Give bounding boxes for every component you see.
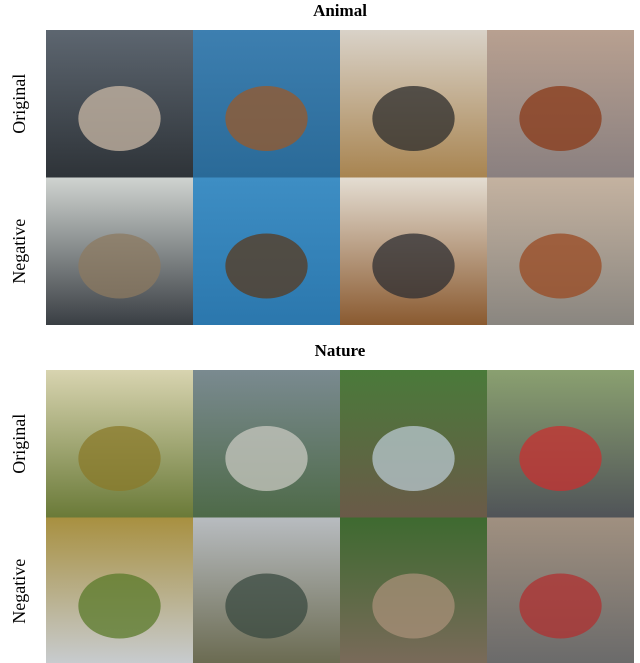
image-cell bbox=[340, 30, 487, 178]
image-cell bbox=[487, 30, 634, 178]
image-subject bbox=[225, 573, 308, 639]
image-subject bbox=[372, 426, 455, 491]
image-cell bbox=[340, 370, 487, 518]
image-subject bbox=[225, 426, 308, 491]
row-label: Original bbox=[9, 74, 29, 134]
image-cell bbox=[340, 517, 487, 663]
image-cell bbox=[487, 370, 634, 518]
image-cell bbox=[193, 30, 340, 178]
section-title: Nature bbox=[315, 341, 366, 360]
image-subject bbox=[78, 573, 161, 639]
image-subject bbox=[372, 233, 455, 299]
row-label: Original bbox=[9, 414, 29, 474]
image-subject bbox=[78, 86, 161, 151]
section-title: Animal bbox=[313, 1, 367, 20]
image-subject bbox=[78, 426, 161, 491]
image-subject bbox=[519, 426, 602, 491]
image-subject bbox=[519, 573, 602, 639]
image-cell bbox=[487, 177, 634, 325]
image-cell bbox=[340, 177, 487, 325]
image-subject bbox=[519, 233, 602, 299]
image-cell bbox=[193, 177, 340, 325]
image-subject bbox=[519, 86, 602, 151]
image-cell bbox=[487, 517, 634, 663]
image-cell bbox=[46, 370, 193, 518]
image-subject bbox=[225, 86, 308, 151]
image-subject bbox=[225, 233, 308, 299]
image-subject bbox=[372, 573, 455, 639]
row-label: Negative bbox=[9, 559, 29, 624]
image-cell bbox=[46, 30, 193, 178]
image-cell bbox=[46, 177, 193, 325]
image-cell bbox=[46, 517, 193, 663]
row-label: Negative bbox=[9, 219, 29, 284]
image-cell bbox=[193, 370, 340, 518]
image-subject bbox=[372, 86, 455, 151]
image-subject bbox=[78, 233, 161, 299]
image-cell bbox=[193, 517, 340, 663]
